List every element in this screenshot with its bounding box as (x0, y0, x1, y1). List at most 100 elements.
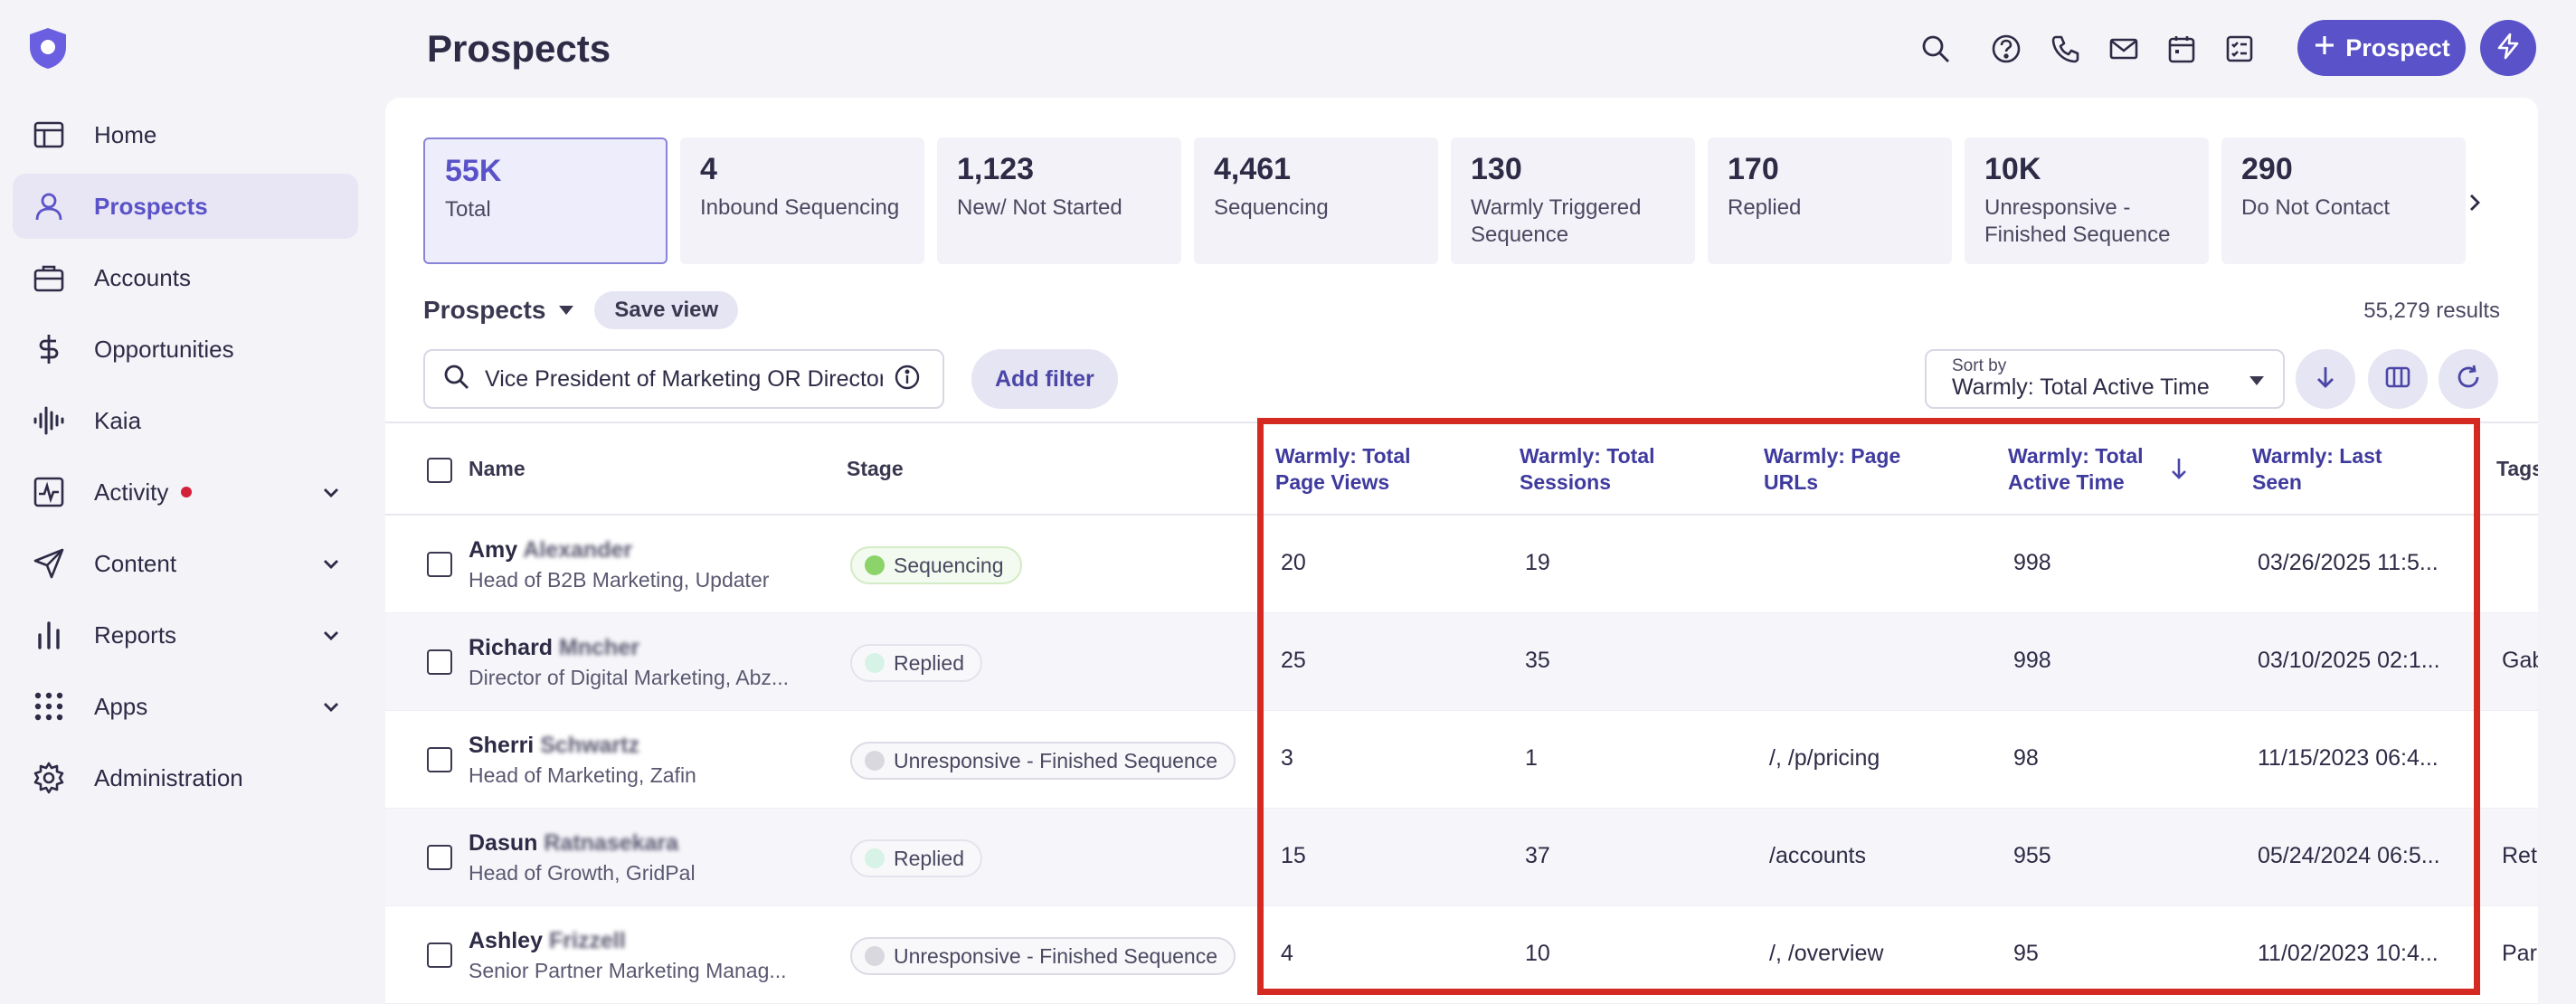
stage-badge[interactable]: Unresponsive - Finished Sequence (850, 937, 1236, 975)
card-count: 4,461 (1214, 152, 1292, 186)
app-logo[interactable] (25, 25, 71, 71)
add-filter-button[interactable]: Add filter (971, 349, 1118, 409)
stage-card-new-not-started[interactable]: 1,123 New/ Not Started (937, 137, 1181, 264)
tags-cell: Par (2502, 941, 2537, 966)
sidebar-item-home[interactable]: Home (13, 102, 358, 167)
column-header-tags[interactable]: Tags (2496, 457, 2538, 480)
row-checkbox[interactable] (427, 747, 452, 772)
page-views-cell: 3 (1281, 745, 1293, 771)
view-title[interactable]: Prospects (423, 296, 546, 324)
column-header-page-views[interactable]: Warmly: Total Page Views (1275, 443, 1411, 496)
header-line: Warmly: Page (1764, 444, 1901, 468)
stage-card-warmly-triggered[interactable]: 130 Warmly Triggered Sequence (1451, 137, 1695, 264)
row-checkbox[interactable] (427, 649, 452, 675)
column-header-page-urls[interactable]: Warmly: Page URLs (1764, 443, 1900, 496)
sidebar-item-opportunities[interactable]: Opportunities (13, 317, 358, 382)
search-input[interactable]: Vice President of Marketing OR Director (423, 349, 944, 409)
row-checkbox[interactable] (427, 552, 452, 577)
prospect-name[interactable]: Dasun Ratnasekara (469, 830, 678, 857)
first-name: Dasun (469, 830, 538, 856)
prospect-name[interactable]: Ashley Frizzell (469, 928, 626, 954)
sidebar-item-label: Home (94, 120, 157, 148)
phone-icon[interactable] (2048, 31, 2084, 67)
save-view-button[interactable]: Save view (594, 291, 739, 329)
sort-by-select[interactable]: Sort by Warmly: Total Active Time (1925, 349, 2285, 409)
mail-icon[interactable] (2106, 31, 2142, 67)
sidebar-item-apps[interactable]: Apps (13, 674, 358, 739)
stage-badge[interactable]: Replied (850, 644, 982, 682)
activity-icon (31, 474, 67, 510)
column-header-name[interactable]: Name (469, 457, 526, 480)
sidebar-item-prospects[interactable]: Prospects (13, 174, 358, 239)
search-query[interactable]: Vice President of Marketing OR Director (485, 365, 883, 392)
sidebar-item-label: Activity (94, 478, 169, 506)
calendar-icon[interactable] (2164, 31, 2200, 67)
tags-cell: Ret (2502, 843, 2537, 868)
caret-down-icon[interactable] (556, 300, 576, 320)
column-header-sessions[interactable]: Warmly: Total Sessions (1520, 443, 1655, 496)
stage-card-inbound-sequencing[interactable]: 4 Inbound Sequencing (680, 137, 924, 264)
stage-card-do-not-contact[interactable]: 290 Do Not Contact (2221, 137, 2466, 264)
page-urls-cell: /, /p/pricing (1769, 745, 1880, 771)
chevron-down-icon[interactable] (318, 551, 344, 576)
row-checkbox[interactable] (427, 942, 452, 968)
help-icon[interactable] (1988, 31, 2024, 67)
row-checkbox[interactable] (427, 845, 452, 870)
prospect-name[interactable]: Amy Alexander (469, 537, 632, 564)
stage-summary-cards: 55K Total 4 Inbound Sequencing 1,123 New/ N… (423, 137, 2466, 264)
sidebar-item-reports[interactable]: Reports (13, 602, 358, 668)
stage-card-replied[interactable]: 170 Replied (1708, 137, 1952, 264)
stage-card-total[interactable]: 55K Total (423, 137, 668, 264)
quick-actions-button[interactable] (2480, 20, 2536, 76)
column-header-last-seen[interactable]: Warmly: Last Seen (2252, 443, 2382, 496)
sidebar-item-administration[interactable]: Administration (13, 745, 358, 810)
sessions-cell: 1 (1525, 745, 1538, 771)
column-header-stage[interactable]: Stage (847, 457, 904, 480)
sidebar-item-kaia[interactable]: Kaia (13, 388, 358, 453)
sort-arrow-down-icon[interactable] (2167, 456, 2191, 486)
chevron-down-icon[interactable] (318, 694, 344, 719)
card-label: Replied (1728, 195, 1802, 220)
stage-badge[interactable]: Replied (850, 839, 982, 877)
add-prospect-button[interactable]: Prospect (2297, 20, 2466, 76)
refresh-button[interactable] (2439, 349, 2498, 409)
stage-card-sequencing[interactable]: 4,461 Sequencing (1194, 137, 1438, 264)
tasks-icon[interactable] (2221, 31, 2258, 67)
info-icon[interactable] (894, 364, 921, 395)
select-all-checkbox[interactable] (427, 458, 452, 483)
sort-direction-button[interactable] (2296, 349, 2355, 409)
sidebar-item-label: Apps (94, 692, 148, 720)
sidebar-nav: Home Prospects Accounts Opportunities Ka… (13, 102, 358, 817)
table-row[interactable]: Richard Mncher Director of Digital Marke… (385, 613, 2538, 711)
sidebar-item-label: Administration (94, 763, 243, 791)
card-count: 1,123 (957, 152, 1035, 186)
prospect-name[interactable]: Richard Mncher (469, 635, 639, 661)
sidebar-item-accounts[interactable]: Accounts (13, 245, 358, 310)
stage-label: Replied (894, 846, 964, 870)
last-seen-cell: 03/10/2025 02:1... (2258, 648, 2440, 673)
table-row[interactable]: Dasun Ratnasekara Head of Growth, GridPa… (385, 809, 2538, 906)
first-name: Sherri (469, 733, 535, 758)
card-label: Do Not Contact (2241, 195, 2391, 220)
sidebar: Home Prospects Accounts Opportunities Ka… (0, 0, 376, 1004)
header-line: Active Time (2008, 470, 2125, 494)
stage-badge[interactable]: Unresponsive - Finished Sequence (850, 742, 1236, 780)
chevron-down-icon[interactable] (318, 622, 344, 648)
first-name: Amy (469, 537, 518, 563)
column-header-active-time[interactable]: Warmly: Total Active Time (2008, 443, 2144, 496)
chevron-right-icon[interactable] (2457, 185, 2493, 221)
sidebar-item-activity[interactable]: Activity (13, 459, 358, 525)
search-icon[interactable] (1918, 31, 1954, 67)
stage-label: Replied (894, 650, 964, 675)
table-row[interactable]: Sherri Schwartz Head of Marketing, Zafin… (385, 711, 2538, 809)
sidebar-item-content[interactable]: Content (13, 531, 358, 596)
sidebar-item-label: Kaia (94, 406, 142, 434)
prospect-name[interactable]: Sherri Schwartz (469, 733, 639, 759)
chevron-down-icon[interactable] (318, 479, 344, 505)
stage-badge[interactable]: Sequencing (850, 546, 1022, 584)
stage-card-unresponsive[interactable]: 10K Unresponsive - Finished Sequence (1965, 137, 2209, 264)
table-row[interactable]: Amy Alexander Head of B2B Marketing, Upd… (385, 516, 2538, 613)
table-row[interactable]: Ashley Frizzell Senior Partner Marketing… (385, 906, 2538, 1004)
columns-button[interactable] (2368, 349, 2428, 409)
active-time-cell: 955 (2013, 843, 2051, 868)
